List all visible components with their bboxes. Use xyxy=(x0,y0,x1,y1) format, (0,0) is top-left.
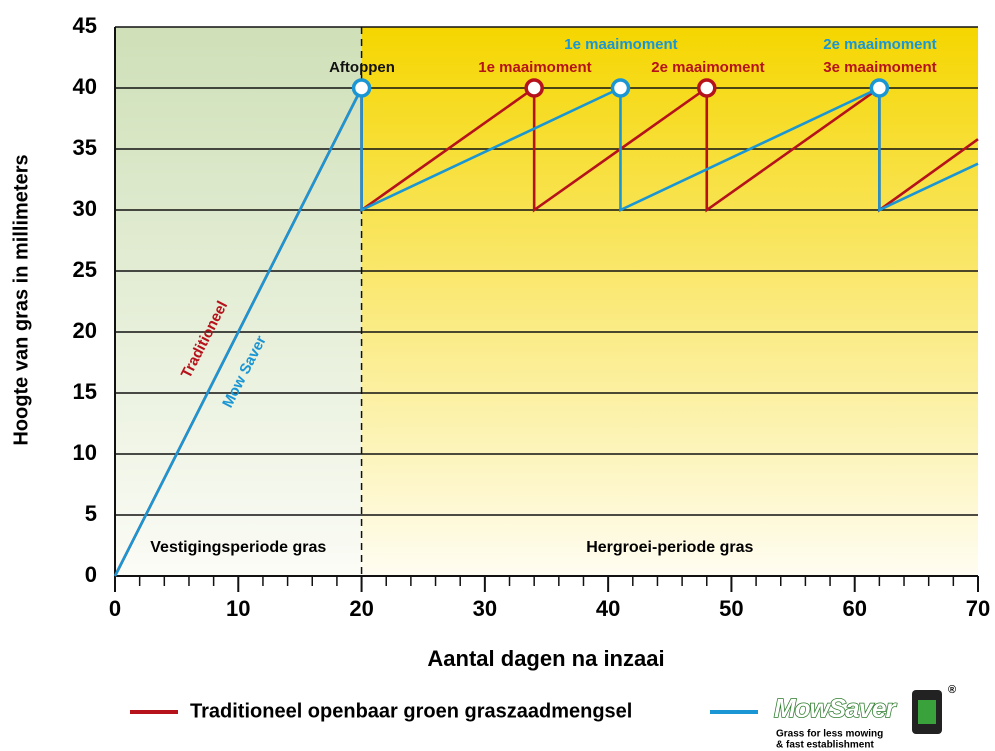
annotation: 2e maaimoment xyxy=(823,36,936,53)
y-tick-label: 20 xyxy=(73,318,97,343)
x-tick-label: 70 xyxy=(966,596,990,621)
annotation: 3e maaimoment xyxy=(823,59,936,76)
y-tick-label: 15 xyxy=(73,379,97,404)
logo-tagline: Grass for less mowing xyxy=(776,729,883,740)
x-tick-label: 50 xyxy=(719,596,743,621)
logo-registered: ® xyxy=(948,684,956,696)
x-tick-label: 40 xyxy=(596,596,620,621)
x-tick-label: 60 xyxy=(842,596,866,621)
regrowth-region xyxy=(361,27,979,576)
x-axis-label: Aantal dagen na inzaai xyxy=(427,646,664,671)
cut-point xyxy=(524,78,544,98)
x-tick-label: 0 xyxy=(109,596,121,621)
cut-point xyxy=(610,78,631,98)
y-tick-label: 30 xyxy=(73,196,97,221)
logo-icon xyxy=(918,700,936,724)
cut-point xyxy=(869,78,890,98)
y-tick-label: 5 xyxy=(85,501,97,526)
y-tick-label: 0 xyxy=(85,562,97,587)
y-tick-label: 25 xyxy=(73,257,97,282)
line-series xyxy=(113,85,979,577)
x-tick-label: 10 xyxy=(226,596,250,621)
y-tick-label: 45 xyxy=(73,13,97,38)
y-axis-label: Hoogte van gras in millimeters xyxy=(10,154,32,445)
period-label: Vestigingsperiode gras xyxy=(150,539,326,556)
legend-label: MowSaver xyxy=(774,693,897,723)
annotation: 1e maaimoment xyxy=(564,36,677,53)
legend-label: Traditioneel openbaar groen graszaadmeng… xyxy=(190,700,632,722)
y-tick-label: 35 xyxy=(73,135,97,160)
annotation: 2e maaimoment xyxy=(651,59,764,76)
cut-point xyxy=(351,78,372,98)
cut-point xyxy=(697,78,717,98)
annotation: 1e maaimoment xyxy=(478,59,591,76)
logo-tagline: & fast establishment xyxy=(776,740,874,751)
y-tick-label: 40 xyxy=(73,74,97,99)
plot xyxy=(114,26,979,592)
establishment-region xyxy=(115,27,362,576)
x-tick-label: 20 xyxy=(349,596,373,621)
period-label: Hergroei-periode gras xyxy=(586,539,753,556)
background xyxy=(115,27,979,576)
y-tick-label: 10 xyxy=(73,440,97,465)
x-tick-label: 30 xyxy=(473,596,497,621)
annotation: Aftoppen xyxy=(329,59,395,76)
